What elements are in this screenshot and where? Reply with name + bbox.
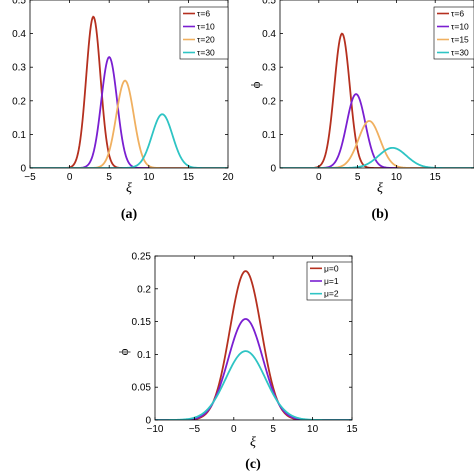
legend-entry-1: μ=1 <box>324 276 339 286</box>
panel-label: (c) <box>245 457 261 472</box>
y-tick-label: 0.3 <box>262 63 276 74</box>
legend-entry-1: τ=10 <box>197 22 215 32</box>
series-line-2 <box>280 120 474 168</box>
y-tick-label: 0.15 <box>132 317 152 328</box>
chart-panel-0: −5 0 5 10 15 2000.10.20.30.40.5ξτ=6τ=10τ=20τ=… <box>12 0 234 222</box>
y-tick-label: 0.05 <box>132 383 152 394</box>
x-tick-label: 5 <box>270 424 276 435</box>
series-line-2 <box>30 79 228 168</box>
x-tick-label: 0 <box>316 172 322 183</box>
x-tick-label: 0 <box>231 424 237 435</box>
x-tick-label: 20 <box>222 172 234 183</box>
panel-label: (a) <box>121 207 138 222</box>
legend: τ=6 τ=10 τ=15 τ=30 <box>433 6 474 60</box>
y-tick-label: 0 <box>270 164 276 175</box>
y-tick-label: 0.2 <box>12 96 26 107</box>
y-tick-label: 0 <box>20 164 26 175</box>
x-tick-label: 15 <box>430 172 442 183</box>
series-line-1 <box>280 93 474 168</box>
x-tick-label: 0 <box>67 172 73 183</box>
y-tick-label: 0.4 <box>262 29 276 40</box>
y-axis-label: ϕ <box>248 81 263 88</box>
chart-panel-2: −10 −5 0 5 10 1500.050.10.150.20.25ξϕμ=0μ=1μ=… <box>116 252 358 473</box>
x-tick-label: −5 <box>189 424 201 435</box>
legend-entry-0: μ=0 <box>324 263 339 273</box>
legend-box <box>433 6 474 60</box>
panel-label: (b) <box>371 207 388 222</box>
legend-entry-2: τ=20 <box>197 35 215 45</box>
y-tick-label: 0.3 <box>12 63 26 74</box>
legend-entry-0: τ=6 <box>451 9 464 19</box>
y-tick-label: 0.5 <box>12 0 26 7</box>
legend-entry-2: μ=2 <box>324 289 339 299</box>
legend-box <box>179 6 229 60</box>
axes-frame <box>279 0 474 169</box>
x-tick-label: 15 <box>346 424 358 435</box>
legend: μ=0 μ=1 μ=2 <box>306 261 353 301</box>
x-axis-label: ξ <box>250 435 256 450</box>
y-tick-label: 0.5 <box>262 0 276 7</box>
y-tick-label: 0 <box>145 416 151 427</box>
chart-panel-1: 0 5 10 15 0 0.1 0.2 0.3 0.4 0.5 ξ ϕ τ=6 τ=10 τ=15 τ=30 (… <box>248 0 474 222</box>
x-tick-label: 15 <box>183 172 195 183</box>
series-line-2 <box>155 350 352 420</box>
series-line-1 <box>30 56 228 168</box>
legend-entry-3: τ=30 <box>197 48 215 58</box>
legend-entry-3: τ=30 <box>451 48 469 58</box>
axes-frame <box>29 0 229 169</box>
y-tick-label: 0.25 <box>132 252 152 263</box>
x-tick-label: 5 <box>355 172 361 183</box>
legend-entry-2: τ=15 <box>451 35 469 45</box>
y-tick-label: 0.2 <box>137 284 151 295</box>
x-axis-label: ξ <box>377 181 383 196</box>
legend: τ=6 τ=10 τ=20 τ=30 <box>179 6 229 60</box>
x-tick-label: 10 <box>307 424 319 435</box>
legend-entry-0: τ=6 <box>197 9 210 19</box>
y-tick-label: 0.2 <box>262 96 276 107</box>
series-line-3 <box>30 113 228 168</box>
series-line-3 <box>280 146 474 168</box>
series-line-1 <box>155 318 352 420</box>
x-tick-label: 5 <box>106 172 112 183</box>
x-tick-label: 10 <box>143 172 155 183</box>
y-tick-label: 0.1 <box>262 130 276 141</box>
y-axis-label: ϕ <box>116 348 131 355</box>
y-tick-label: 0.4 <box>12 29 26 40</box>
y-tick-label: 0.1 <box>12 130 26 141</box>
axes-frame <box>154 255 353 421</box>
x-tick-label: −5 <box>24 172 36 183</box>
x-axis-label: ξ <box>126 181 132 196</box>
y-tick-label: 0.1 <box>137 350 151 361</box>
x-tick-label: 10 <box>391 172 403 183</box>
x-tick-label: −10 <box>147 424 164 435</box>
legend-entry-1: τ=10 <box>451 22 469 32</box>
